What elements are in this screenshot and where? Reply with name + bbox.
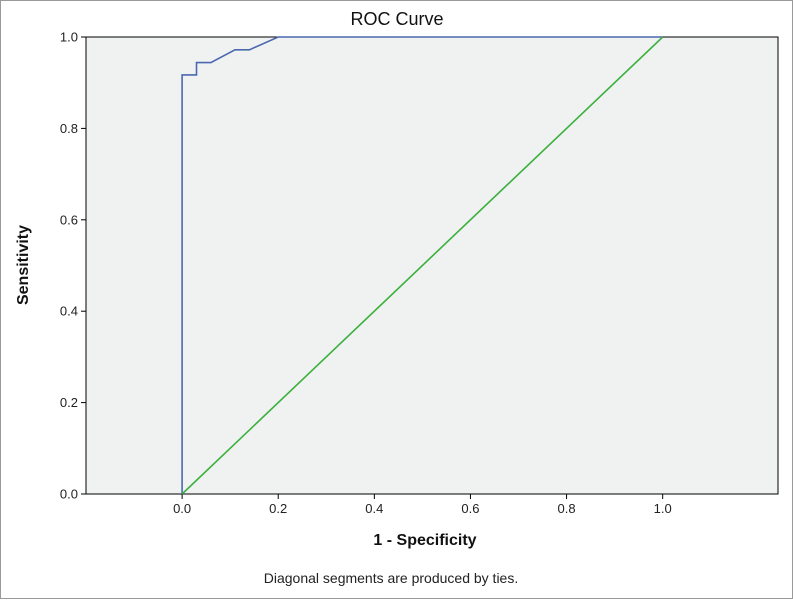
y-tick-label: 0.0	[60, 487, 78, 502]
plot-area	[85, 36, 779, 495]
x-axis-title: 1 - Specificity	[373, 532, 476, 549]
reference-diagonal-line	[181, 36, 664, 495]
y-axis-title: Sensitivity	[15, 225, 32, 305]
x-tick-label: 0.6	[461, 501, 479, 516]
x-tick-label: 0.2	[269, 501, 287, 516]
ticks-layer: 0.0 0.2 0.4 0.6 0.8 1.0 0.0 0.2 0.4 0.6 0.8 1.0	[60, 30, 672, 517]
x-tick-label: 0.0	[173, 501, 191, 516]
x-tick-label: 1.0	[654, 501, 672, 516]
chart-footnote: Diagonal segments are produced by ties.	[264, 570, 518, 586]
y-tick-label: 1.0	[60, 30, 78, 45]
y-tick-label: 0.4	[60, 304, 78, 319]
y-tick-label: 0.2	[60, 395, 78, 410]
series-layer	[181, 36, 664, 495]
chart-title: ROC Curve	[350, 9, 443, 29]
y-tick-label: 0.8	[60, 121, 78, 136]
x-tick-label: 0.4	[365, 501, 383, 516]
roc-curve-line	[181, 36, 663, 494]
x-tick-label: 0.8	[558, 501, 576, 516]
y-tick-label: 0.6	[60, 212, 78, 227]
